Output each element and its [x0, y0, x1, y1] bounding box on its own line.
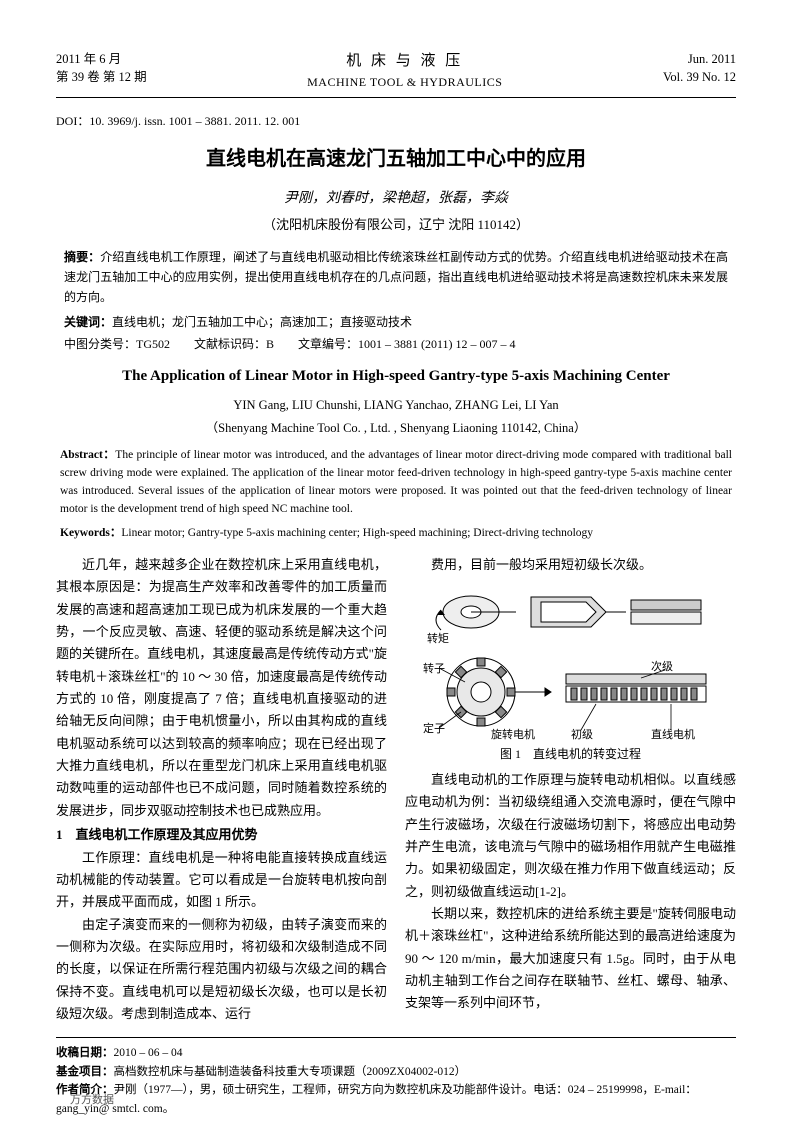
fund-label: 基金项目： [56, 1066, 114, 1078]
author-text: 尹刚（1977—），男，硕士研究生，工程师，研究方向为数控机床及功能部件设计。电… [56, 1084, 697, 1114]
abstract-en: Abstract：The principle of linear motor w… [56, 447, 736, 518]
date-en: Jun. 2011 [663, 50, 736, 68]
label-zhuanju: 转矩 [427, 631, 449, 645]
label-zhixian: 直线电机 [651, 727, 695, 741]
abstract-en-text: The principle of linear motor was introd… [60, 449, 732, 514]
authors-cn: 尹刚，刘春时，梁艳超，张磊，李焱 [56, 188, 736, 209]
label-zhuanzi: 转子 [423, 661, 445, 675]
date-cn: 2011 年 6 月 [56, 50, 147, 68]
affiliation-en: （Shenyang Machine Tool Co. , Ltd. , Shen… [56, 419, 736, 438]
classification-cn: 中图分类号：TG502 文献标识码：B 文章编号：1001 – 3881 (20… [56, 335, 736, 353]
footer: 收稿日期：2010 – 06 – 04 基金项目：高档数控机床与基础制造装备科技… [56, 1037, 736, 1118]
header-center: 机 床 与 液 压 MACHINE TOOL & HYDRAULICS [307, 50, 502, 91]
kw-en-label: Keywords： [60, 527, 121, 539]
doi: DOI：10. 3969/j. issn. 1001 – 3881. 2011.… [56, 112, 736, 130]
intro-para: 近几年，越来越多企业在数控机床上采用直线电机，其根本原因是：为提高生产效率和改善… [56, 554, 387, 822]
figure-1-caption: 图 1 直线电机的转变过程 [405, 744, 736, 765]
motor-diagram-icon: 转矩 转子 定子 旋转电机 初级 次级 直线电机 [421, 582, 721, 742]
label-chuji: 初级 [571, 727, 593, 741]
left-column: 近几年，越来越多企业在数控机床上采用直线电机，其根本原因是：为提高生产效率和改善… [56, 554, 387, 1026]
abstract-cn-text: 介绍直线电机工作原理，阐述了与直线电机驱动相比传统滚珠丝杠副传动方式的优势。介绍… [64, 250, 728, 304]
right-para-2: 直线电动机的工作原理与旋转电动机相似。以直线感应电动机为例：当初级绕组通入交流电… [405, 769, 736, 903]
principle-para-1: 工作原理：直线电机是一种将电能直接转换成直线运动机械能的传动装置。它可以看成是一… [56, 847, 387, 914]
keywords-en: Keywords：Linear motor; Gantry-type 5-axi… [56, 525, 736, 542]
right-para-3: 长期以来，数控机床的进给系统主要是"旋转伺服电动机＋滚珠丝杠"，这种进给系统所能… [405, 903, 736, 1015]
page-header: 2011 年 6 月 第 39 卷 第 12 期 机 床 与 液 压 MACHI… [56, 50, 736, 98]
label-xuanzhuan: 旋转电机 [491, 727, 535, 741]
abstract-en-label: Abstract： [60, 449, 115, 461]
right-para-1: 费用，目前一般均采用短初级长次级。 [405, 554, 736, 576]
authors-en: YIN Gang, LIU Chunshi, LIANG Yanchao, ZH… [56, 396, 736, 415]
wanfang-watermark: 万方数据 [70, 1092, 114, 1109]
volume-cn: 第 39 卷 第 12 期 [56, 68, 147, 86]
journal-en: MACHINE TOOL & HYDRAULICS [307, 73, 502, 91]
section-1-head: 1 直线电机工作原理及其应用优势 [56, 824, 387, 846]
kw-cn-label: 关键词： [64, 315, 112, 329]
journal-cn: 机 床 与 液 压 [307, 50, 502, 73]
abstract-cn-label: 摘要： [64, 250, 100, 264]
fund-text: 高档数控机床与基础制造装备科技重大专项课题（2009ZX04002-012） [114, 1066, 467, 1078]
body-columns: 近几年，越来越多企业在数控机床上采用直线电机，其根本原因是：为提高生产效率和改善… [56, 554, 736, 1026]
label-dingzi: 定子 [423, 721, 445, 735]
author-bio: 作者简介：尹刚（1977—），男，硕士研究生，工程师，研究方向为数控机床及功能部… [56, 1081, 736, 1118]
principle-para-2: 由定子演变而来的一侧称为初级，由转子演变而来的一侧称为次级。在实际应用时，将初级… [56, 914, 387, 1026]
keywords-cn: 关键词：直线电机；龙门五轴加工中心；高速加工；直接驱动技术 [56, 313, 736, 331]
header-right: Jun. 2011 Vol. 39 No. 12 [663, 50, 736, 91]
header-left: 2011 年 6 月 第 39 卷 第 12 期 [56, 50, 147, 91]
fund-info: 基金项目：高档数控机床与基础制造装备科技重大专项课题（2009ZX04002-0… [56, 1063, 736, 1081]
right-column: 费用，目前一般均采用短初级长次级。 [405, 554, 736, 1026]
figure-1: 转矩 转子 定子 旋转电机 初级 次级 直线电机 图 1 直线电机的转变过程 [405, 582, 736, 765]
kw-cn-text: 直线电机；龙门五轴加工中心；高速加工；直接驱动技术 [112, 315, 412, 329]
title-cn: 直线电机在高速龙门五轴加工中心中的应用 [56, 144, 736, 174]
affiliation-cn: （沈阳机床股份有限公司，辽宁 沈阳 110142） [56, 215, 736, 235]
title-en: The Application of Linear Motor in High-… [56, 365, 736, 388]
volume-en: Vol. 39 No. 12 [663, 68, 736, 86]
abstract-cn: 摘要：介绍直线电机工作原理，阐述了与直线电机驱动相比传统滚珠丝杠副传动方式的优势… [56, 248, 736, 307]
recv-text: 2010 – 06 – 04 [114, 1047, 183, 1059]
received-date: 收稿日期：2010 – 06 – 04 [56, 1044, 736, 1062]
recv-label: 收稿日期： [56, 1047, 114, 1059]
kw-en-text: Linear motor; Gantry-type 5-axis machini… [121, 527, 593, 539]
